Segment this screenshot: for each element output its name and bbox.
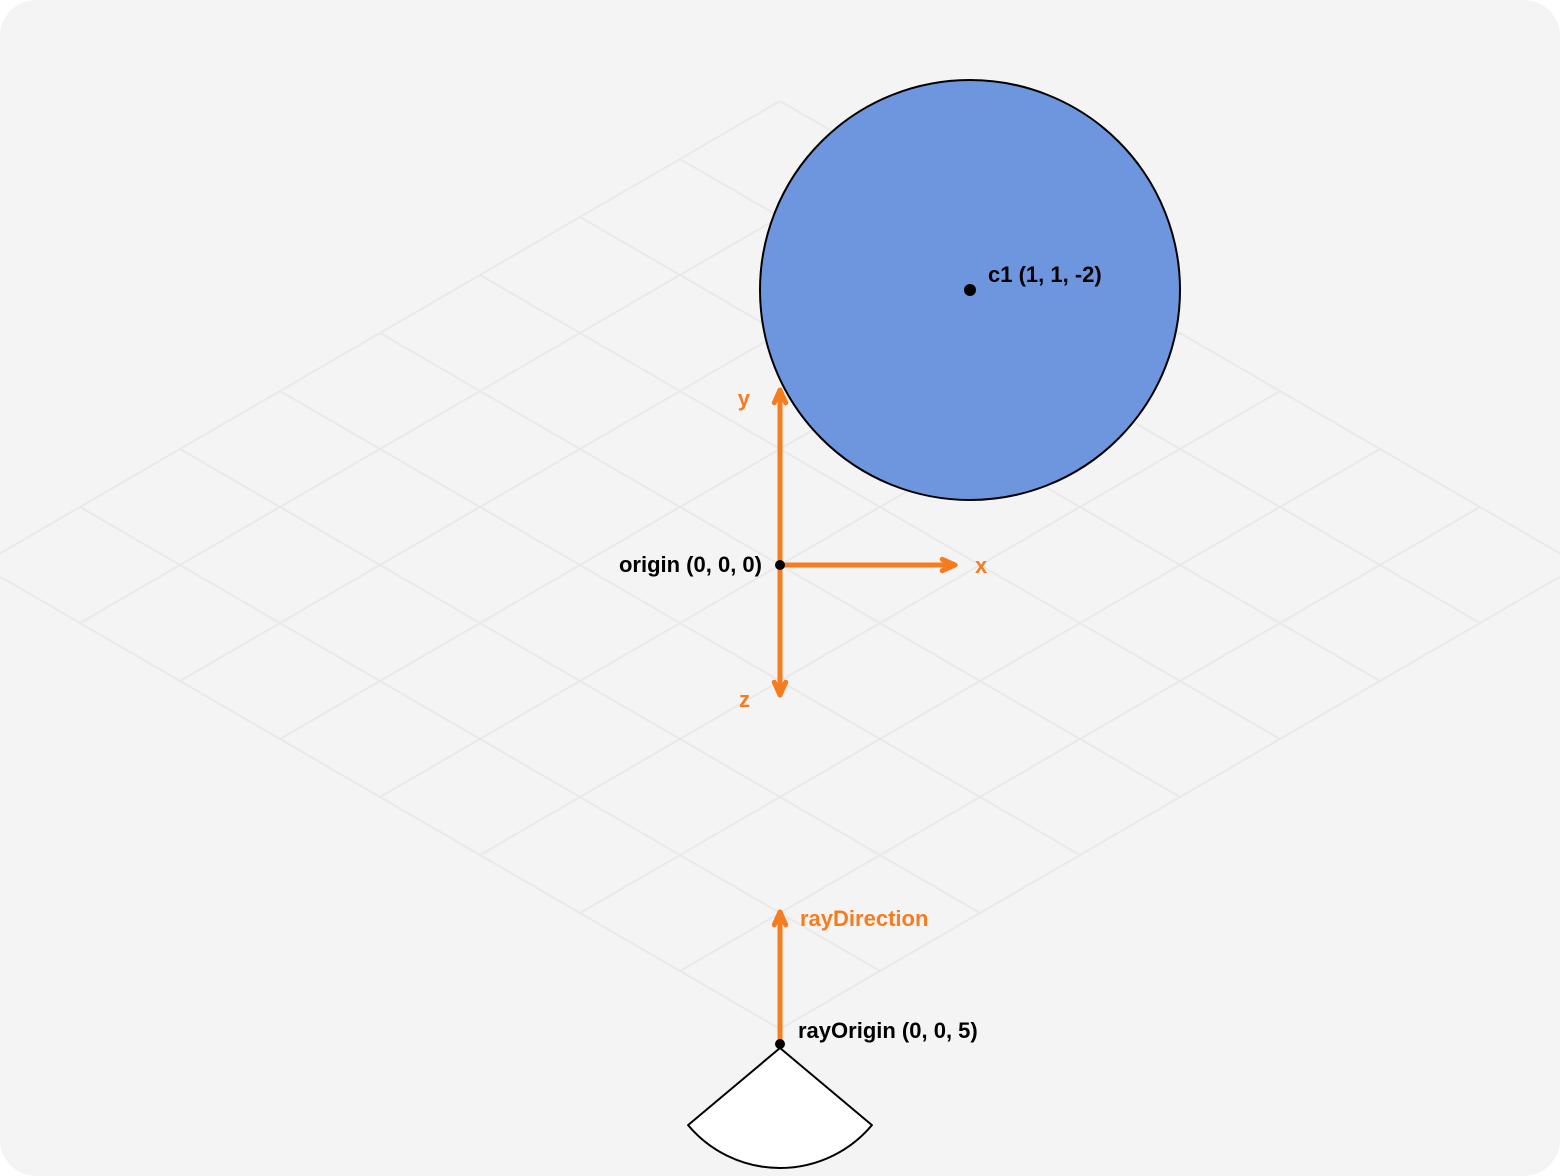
axis-x-label: x (975, 553, 987, 579)
ray-direction-label: rayDirection (800, 906, 928, 932)
diagram-canvas: x y z origin (0, 0, 0) c1 (1, 1, -2) ray… (0, 0, 1560, 1176)
axis-y-label: y (738, 386, 750, 412)
axis-z-label: z (739, 687, 750, 713)
origin-dot (775, 560, 785, 570)
sphere-label: c1 (1, 1, -2) (988, 262, 1102, 288)
iso-grid (0, 0, 1560, 1176)
ray-direction-arrow (774, 912, 785, 1044)
ray-origin-label: rayOrigin (0, 0, 5) (798, 1018, 978, 1044)
camera-frustum-icon (688, 1048, 872, 1168)
sphere-center-dot (964, 284, 976, 296)
origin-label: origin (0, 0, 0) (619, 552, 762, 578)
